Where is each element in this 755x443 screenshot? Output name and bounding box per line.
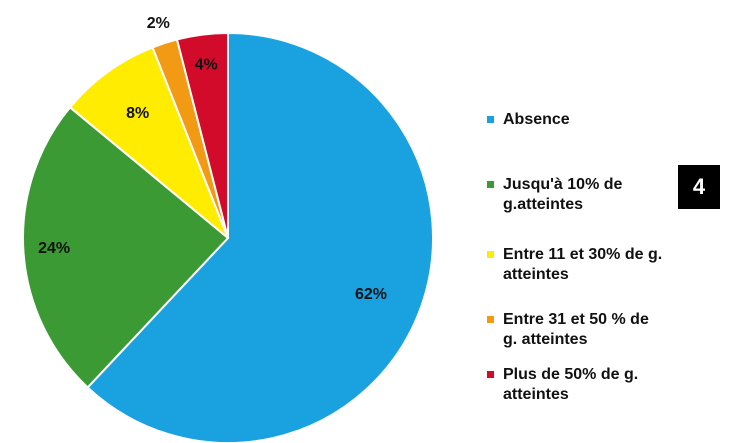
pie-slice — [22, 105, 230, 389]
legend-swatch — [487, 181, 494, 188]
legend-label: Entre 11 et 30% de g. atteintes — [503, 246, 663, 283]
data-label: 8% — [126, 105, 149, 122]
legend-swatch — [487, 251, 494, 258]
page-badge: 4 — [678, 165, 720, 209]
pie-slice — [68, 46, 229, 239]
legend-item: Absence — [487, 110, 667, 130]
legend-label: Entre 31 et 50 % de g. atteintes — [503, 311, 649, 348]
legend-item: Plus de 50% de g. atteintes — [487, 365, 667, 405]
legend-swatch — [487, 371, 494, 378]
legend-item: Entre 11 et 30% de g. atteintes — [487, 245, 667, 285]
legend-item: Entre 31 et 50 % de g. atteintes — [487, 310, 667, 350]
legend-swatch — [487, 316, 494, 323]
legend-label: Absence — [503, 111, 570, 128]
data-label: 2% — [147, 15, 170, 32]
legend-item: Jusqu'à 10% de g.atteintes — [487, 175, 667, 215]
data-label: 62% — [355, 286, 387, 303]
legend-label: Jusqu'à 10% de g.atteintes — [503, 176, 623, 213]
pie-slice — [175, 31, 229, 239]
legend-swatch — [487, 116, 494, 123]
data-label: 24% — [38, 240, 70, 257]
legend-label: Plus de 50% de g. atteintes — [503, 366, 639, 403]
pie-slice — [86, 31, 434, 443]
data-label: 4% — [195, 56, 218, 73]
